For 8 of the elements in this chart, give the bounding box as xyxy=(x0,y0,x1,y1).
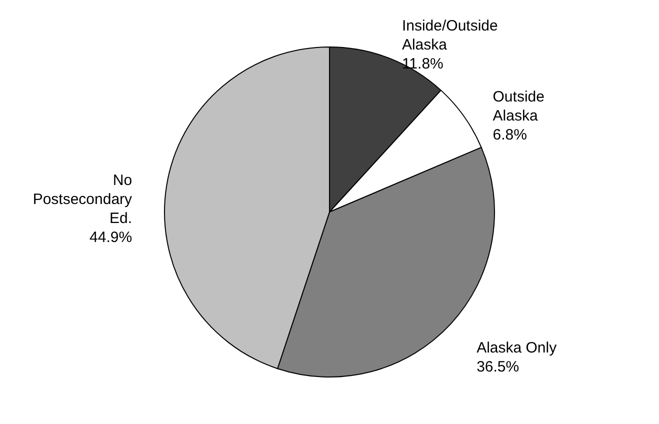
slice-label: No Postsecondary Ed. xyxy=(32,172,133,228)
slice-label: Inside/Outside Alaska xyxy=(402,18,498,54)
slice-label: Outside Alaska xyxy=(492,88,544,124)
data-label: 44.9% xyxy=(90,229,132,246)
data-label: 6.8% xyxy=(492,126,527,144)
data-label: 11.8% xyxy=(402,56,444,73)
data-label: 36.5% xyxy=(476,358,520,376)
slice-label: Alaska Only xyxy=(476,340,558,357)
